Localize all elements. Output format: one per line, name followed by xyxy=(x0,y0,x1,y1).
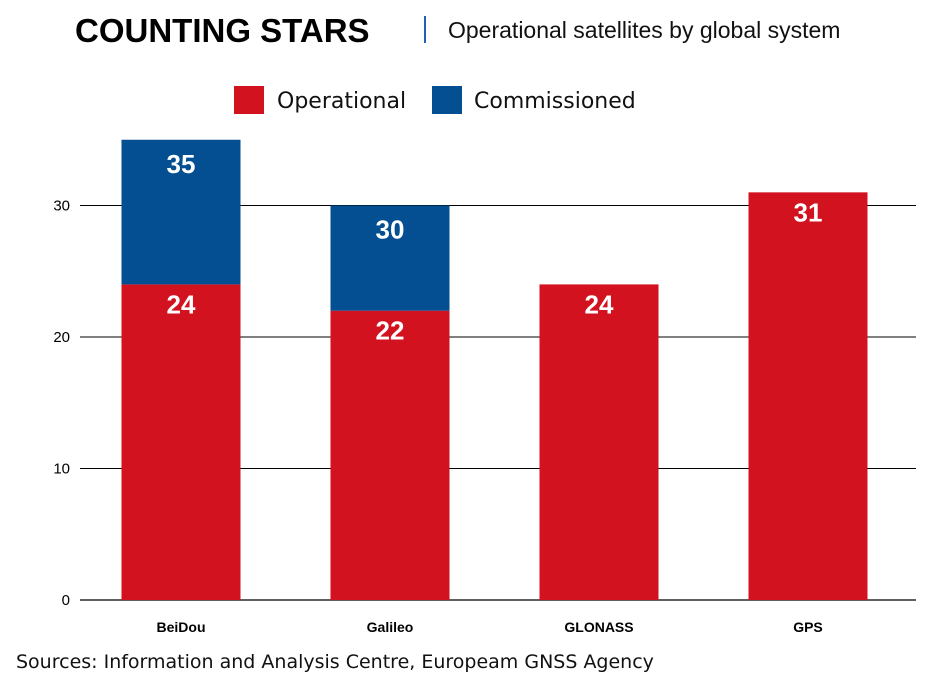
data-label-commissioned: 30 xyxy=(376,215,405,245)
x-tick-label: GLONASS xyxy=(564,619,633,635)
legend-label-operational: Operational xyxy=(277,89,406,114)
y-tick-label: 20 xyxy=(53,329,70,346)
x-tick-label: GPS xyxy=(793,619,823,635)
data-labels: 24 35 22 30 24 31 xyxy=(167,149,823,346)
x-axis: BeiDou Galileo GLONASS GPS xyxy=(157,619,823,635)
data-label-operational: 31 xyxy=(794,197,823,227)
legend-swatch-commissioned xyxy=(432,86,462,114)
x-tick-label: Galileo xyxy=(367,619,414,635)
title-divider xyxy=(424,16,426,43)
data-label-operational: 24 xyxy=(167,289,196,319)
y-tick-label: 10 xyxy=(53,461,70,478)
bar-commissioned-galileo xyxy=(330,205,450,311)
data-label-commissioned: 35 xyxy=(167,149,196,179)
bar-commissioned-beidou xyxy=(121,139,241,285)
bar-operational-glonass xyxy=(539,284,659,600)
y-axis: 0 10 20 30 xyxy=(53,198,70,610)
chart-title: COUNTING STARS xyxy=(75,12,370,49)
bar-operational-galileo xyxy=(330,310,450,600)
data-label-operational: 24 xyxy=(585,289,614,319)
legend-label-commissioned: Commissioned xyxy=(474,89,636,114)
bars xyxy=(121,139,868,600)
y-tick-label: 30 xyxy=(53,198,70,215)
bar-operational-gps xyxy=(748,192,868,600)
chart-subtitle: Operational satellites by global system xyxy=(448,17,840,43)
data-label-operational: 22 xyxy=(376,316,405,346)
source-note: Sources: Information and Analysis Centre… xyxy=(16,651,654,673)
legend-swatch-operational xyxy=(234,86,264,114)
y-tick-label: 0 xyxy=(62,592,70,609)
bar-operational-beidou xyxy=(121,284,241,600)
legend: Operational Commissioned xyxy=(234,86,636,114)
x-tick-label: BeiDou xyxy=(157,619,206,635)
